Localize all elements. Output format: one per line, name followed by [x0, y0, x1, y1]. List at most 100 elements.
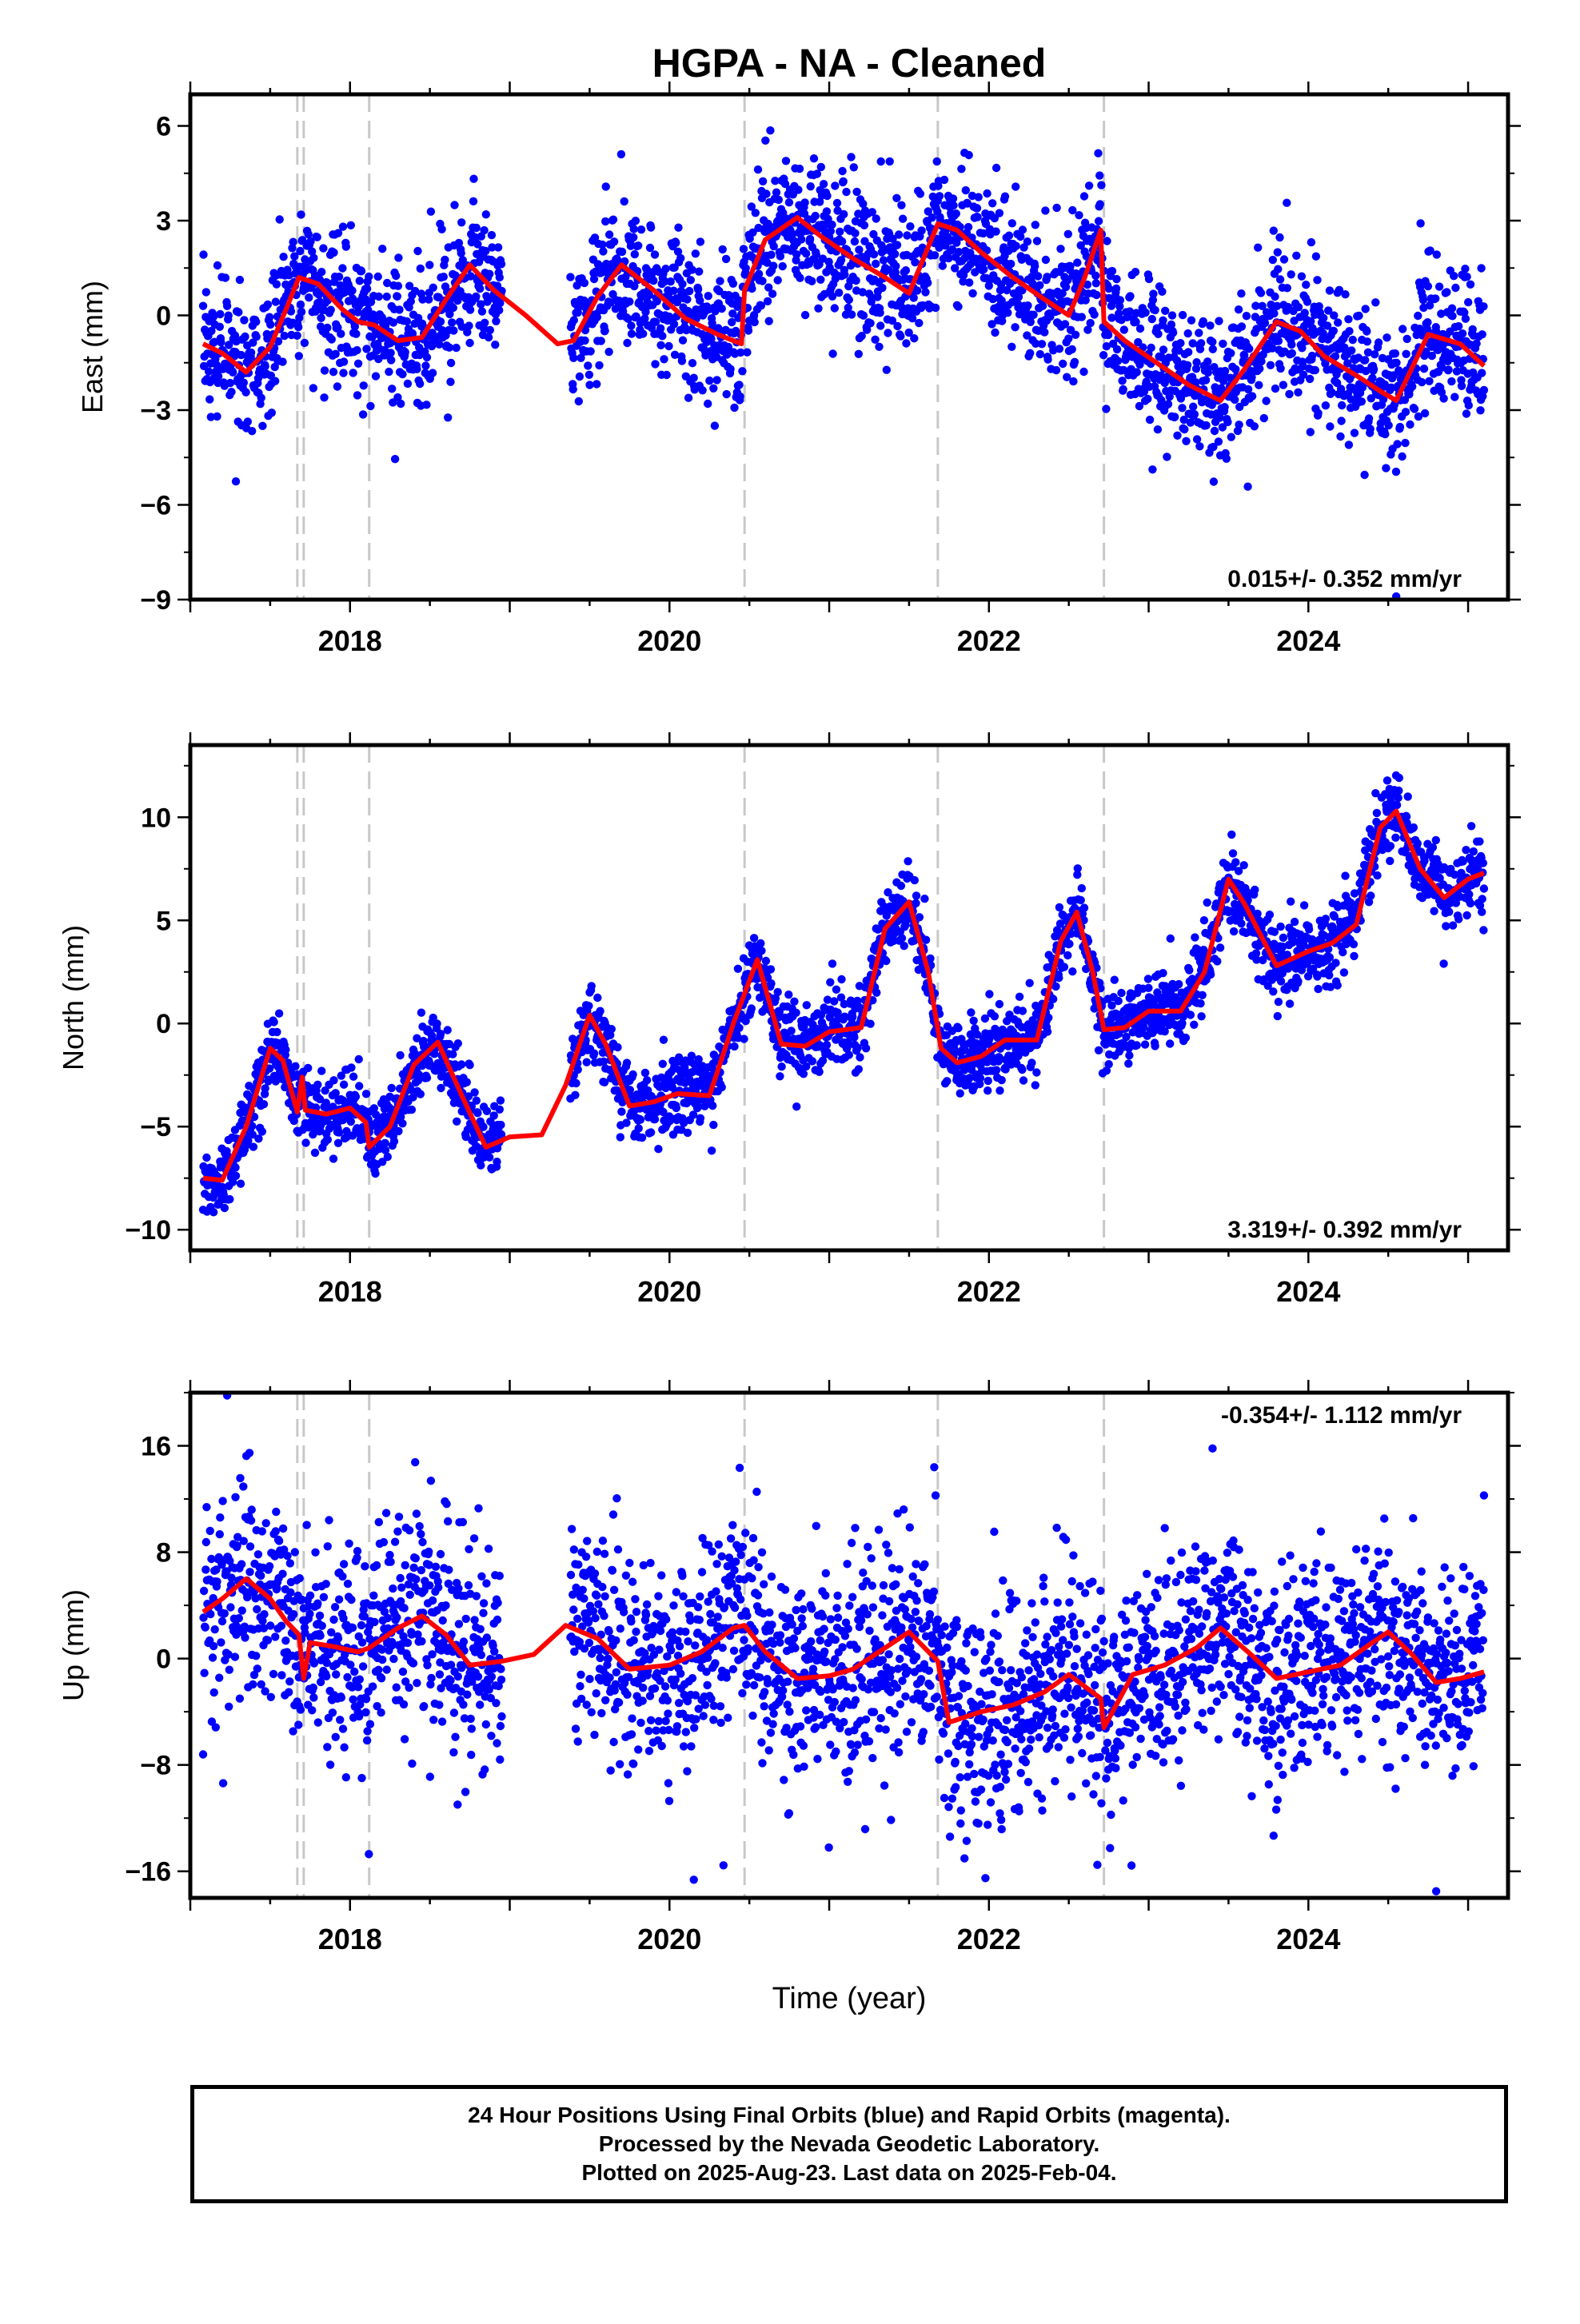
data-point: [1450, 393, 1458, 401]
data-point: [1336, 433, 1344, 440]
data-point: [449, 304, 457, 312]
data-point: [995, 1000, 1003, 1008]
data-point: [1035, 281, 1043, 289]
data-point: [355, 1055, 363, 1063]
data-point: [687, 276, 695, 284]
data-point: [273, 1028, 281, 1036]
data-point: [654, 1145, 662, 1153]
rate-label: 0.015+/- 0.352 mm/yr: [1227, 566, 1462, 592]
data-point: [762, 189, 770, 197]
data-point: [984, 1086, 991, 1094]
data-point: [709, 385, 717, 393]
y-tick-label: 6: [156, 112, 171, 142]
data-point: [815, 1068, 823, 1076]
data-point: [704, 400, 712, 408]
data-point: [634, 241, 642, 249]
data-point: [835, 289, 843, 297]
data-point: [840, 1013, 848, 1021]
data-point: [922, 936, 930, 944]
data-point: [639, 329, 647, 337]
data-point: [810, 154, 818, 162]
data-point: [1167, 935, 1175, 943]
data-point: [413, 365, 421, 373]
data-point: [803, 1001, 811, 1009]
data-point: [1078, 313, 1086, 321]
data-point: [342, 242, 350, 250]
data-point: [1362, 305, 1370, 313]
data-point: [599, 247, 607, 255]
data-point: [320, 393, 328, 401]
data-point: [252, 317, 260, 325]
data-point: [704, 292, 712, 300]
data-point: [335, 273, 343, 281]
data-point: [269, 1018, 277, 1026]
data-point: [1115, 997, 1123, 1005]
data-point: [470, 1088, 478, 1096]
data-point: [1184, 348, 1192, 356]
data-point: [638, 1134, 646, 1142]
data-point: [340, 1081, 348, 1089]
data-point: [1119, 385, 1127, 393]
data-point: [860, 221, 868, 229]
data-point: [253, 333, 261, 341]
data-point: [276, 215, 284, 223]
data-point: [1276, 275, 1284, 283]
data-point: [425, 261, 433, 269]
data-point: [931, 251, 939, 259]
data-point: [398, 1119, 406, 1127]
data-point: [903, 231, 911, 239]
data-point: [622, 1118, 630, 1126]
data-point: [651, 250, 659, 258]
data-point: [585, 1002, 592, 1010]
data-point: [1442, 288, 1450, 296]
data-point: [383, 293, 391, 301]
data-point: [472, 293, 480, 301]
data-point: [949, 201, 957, 209]
data-point: [1120, 325, 1128, 333]
data-point: [1267, 361, 1275, 369]
data-point: [321, 366, 329, 374]
data-point: [570, 316, 578, 324]
data-point: [1202, 421, 1210, 429]
data-point: [817, 163, 825, 171]
data-point: [483, 1107, 491, 1115]
data-point: [1141, 1040, 1149, 1048]
data-point: [995, 209, 1003, 217]
data-point: [973, 213, 981, 221]
data-point: [416, 380, 424, 388]
data-point: [1031, 262, 1039, 270]
data-point: [362, 345, 370, 353]
data-point: [1064, 334, 1072, 342]
data-point: [393, 293, 401, 301]
data-point: [631, 250, 639, 258]
data-point: [632, 217, 640, 225]
data-point: [1095, 1046, 1103, 1054]
data-point: [838, 237, 846, 245]
data-point: [391, 455, 399, 463]
data-point: [1261, 319, 1269, 327]
data-point: [311, 1149, 319, 1157]
data-point: [444, 413, 452, 421]
data-point: [240, 379, 248, 387]
data-point: [920, 895, 928, 903]
data-point: [797, 235, 805, 243]
data-point: [394, 1127, 402, 1135]
data-point: [1125, 1051, 1133, 1059]
data-point: [199, 302, 207, 310]
data-point: [327, 306, 335, 314]
data-point: [678, 357, 686, 365]
data-point: [254, 1134, 262, 1142]
data-point: [656, 341, 664, 349]
data-point: [1360, 471, 1368, 479]
data-point: [264, 301, 272, 309]
data-point: [590, 1050, 598, 1058]
data-point: [1164, 400, 1172, 408]
data-point: [776, 1072, 784, 1080]
data-point: [695, 268, 703, 276]
data-point: [924, 279, 932, 287]
data-point: [910, 334, 918, 342]
data-point: [1071, 358, 1079, 366]
data-point: [636, 1115, 644, 1123]
